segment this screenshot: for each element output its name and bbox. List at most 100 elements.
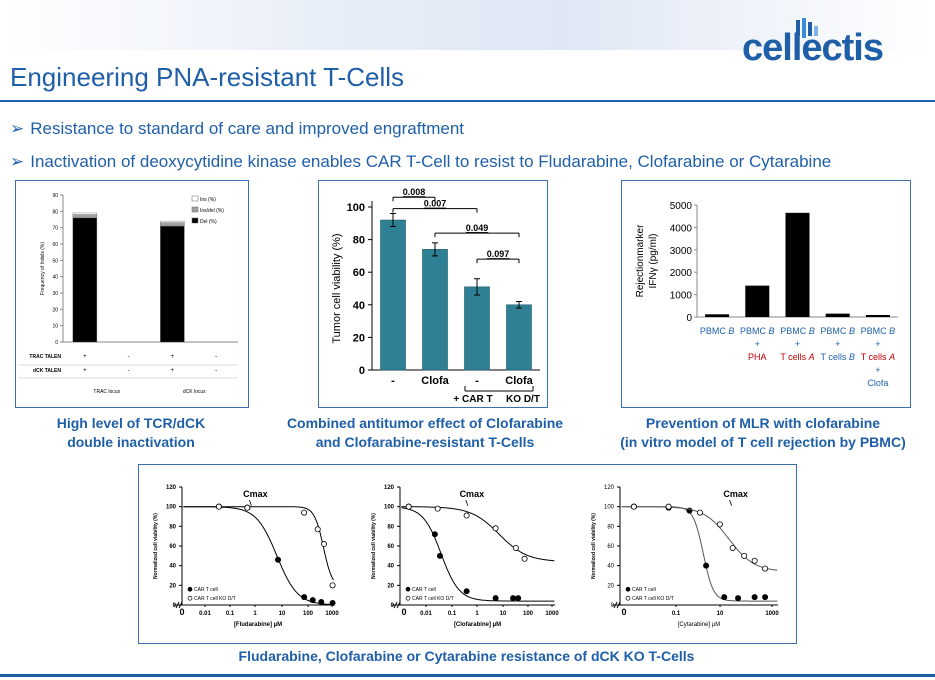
c2-ytick-label: 0: [391, 603, 395, 609]
c3-point-filled: [703, 562, 710, 569]
p1-row-label: dCK TALEN: [33, 368, 61, 374]
c1-ytick-label: 80: [169, 524, 176, 530]
c2-point-open: [512, 544, 519, 551]
p2-category-label: Clofa: [505, 375, 533, 387]
c3-point-filled: [721, 594, 728, 601]
c2-axis-break: [393, 601, 398, 609]
c2-point-open: [521, 555, 528, 562]
page-title: Engineering PNA-resistant T-Cells: [10, 62, 405, 92]
c2-point-filled: [492, 595, 499, 602]
p2-category-label: -: [475, 375, 479, 387]
p1-ytick-label: 50: [52, 258, 58, 264]
caption-panel1-line2: double inactivation: [67, 434, 195, 450]
c3-point-open: [696, 509, 703, 516]
p1-legend-label: Ins/del (%): [200, 208, 224, 214]
p3-ytick-label: 1000: [670, 291, 693, 302]
c2-xtick-label: 1: [475, 611, 479, 617]
p1-ytick-label: 60: [52, 242, 58, 248]
c1-ytick-label: 0: [173, 603, 177, 609]
p1-ytick-label: 80: [52, 209, 58, 215]
c2-point-open: [434, 505, 441, 512]
c1-point-filled: [309, 597, 316, 604]
p3-bar: [745, 285, 770, 317]
c2-ytick-label: 40: [387, 564, 394, 570]
c2-point-filled: [510, 595, 517, 602]
c1-x-axis-label: [Fludarabine] µM: [234, 622, 282, 628]
c3-legend-label: CAR T cell: [632, 587, 656, 593]
c2-point-filled: [436, 552, 443, 559]
p3-category-text: +: [755, 339, 760, 349]
c3-point-open: [665, 503, 672, 510]
c1-y-axis-label: Normalized cell viability (%): [153, 513, 159, 579]
p3-category-text: T cells: [780, 352, 808, 362]
c3-point-filled: [762, 594, 769, 601]
c1-ytick-label: 100: [166, 505, 177, 511]
bullet-marker-1: ➢: [10, 119, 25, 138]
p1-bar-insdel: [160, 222, 185, 227]
c1-point-filled: [275, 556, 282, 563]
p2-category-label: Clofa: [421, 375, 449, 387]
c2-fit-curve: [401, 507, 555, 602]
p3-category-label: +: [755, 339, 760, 349]
c2-legend-marker: [405, 595, 411, 601]
p3-category-label: +: [835, 339, 840, 349]
p3-category-italic: B: [849, 326, 855, 336]
c2-ytick-label: 80: [387, 524, 394, 530]
p3-category-text: +: [795, 339, 800, 349]
c2-ytick-label: 20: [387, 583, 394, 589]
c3-xtick-label: 10: [717, 611, 724, 617]
c2-ytick-label: 100: [384, 505, 395, 511]
c3-xtick-label: 1000: [765, 611, 779, 617]
p3-category-text: PBMC: [820, 326, 849, 336]
p2-pvalue-label: 0.007: [424, 199, 447, 209]
p3-bar: [705, 314, 730, 317]
p3-category-text: T cells: [821, 352, 849, 362]
p3-category-label: PBMC B: [740, 326, 775, 336]
c1-xtick-label: 0.01: [199, 611, 211, 617]
p1-bar-ins: [160, 220, 185, 223]
c3-ytick-label: 20: [607, 583, 614, 589]
c3-point-open: [716, 521, 723, 528]
p1-legend-swatch: [191, 217, 199, 224]
c1-point-open: [329, 582, 336, 589]
caption-panel2-line2: and Clofarabine-resistant T-Cells: [315, 434, 535, 450]
c1-xtick-label: 0: [179, 607, 184, 617]
p3-category-label: T cells A: [861, 352, 895, 362]
c1-point-open: [244, 504, 251, 511]
c3-point-filled: [751, 594, 758, 601]
p1-group-label: dCK locus: [183, 389, 206, 395]
c3-ytick-label: 120: [604, 485, 615, 491]
c3-ytick-label: 100: [604, 505, 615, 511]
c3-cmax-marker: [729, 499, 732, 506]
p3-category-text: PBMC: [740, 326, 769, 336]
c3-ytick-label: 80: [607, 524, 614, 530]
panel-curves-frame: [138, 464, 797, 644]
c2-cmax-label: Cmax: [460, 489, 485, 499]
c1-point-open: [314, 526, 321, 533]
c2-point-filled: [463, 588, 470, 595]
p1-bar-del: [160, 225, 185, 343]
p3-category-text: +: [875, 339, 880, 349]
c1-point-open: [321, 541, 328, 548]
p3-category-italic: A: [808, 352, 815, 362]
c3-axis-break: [613, 601, 618, 609]
c2-xtick-label: 0.1: [448, 611, 457, 617]
c2-fit-curve: [401, 506, 555, 562]
caption-panel3-line1: Prevention of MLR with clofarabine: [645, 415, 881, 431]
c3-ytick-label: 40: [607, 564, 614, 570]
c2-xtick-label: 0.01: [420, 611, 432, 617]
title-rule: [0, 100, 935, 102]
bullet-marker-2: ➢: [10, 152, 25, 171]
p3-category-text: PBMC: [700, 326, 729, 336]
p2-bar: [422, 249, 448, 371]
p3-category-label: T cells A: [780, 352, 814, 362]
p3-category-text: +: [875, 365, 880, 375]
p1-row-sign: +: [83, 368, 87, 374]
p3-category-label: PBMC B: [820, 326, 855, 336]
c1-point-open: [301, 509, 308, 516]
caption-panel2-line1: Combined antitumor effect of Clofarabine: [286, 415, 564, 431]
p1-y-axis-label: Frequency of Indels (%): [40, 242, 46, 295]
c3-xtick-label: 0.1: [672, 611, 681, 617]
p3-bar: [825, 313, 850, 317]
c3-cmax-label: Cmax: [723, 489, 748, 499]
